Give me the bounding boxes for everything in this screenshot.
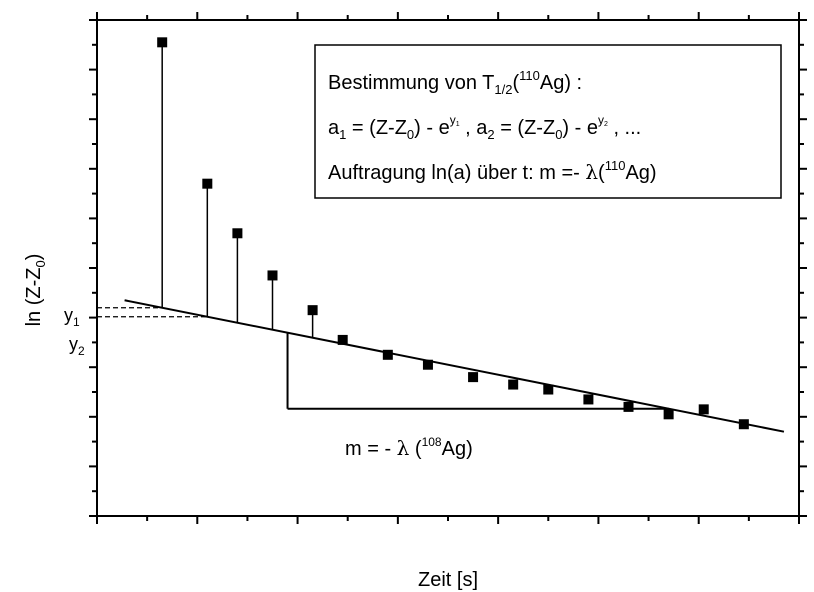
info-box-line-1: Bestimmung von T1/2(110Ag) :	[328, 68, 582, 97]
data-point	[583, 394, 594, 405]
y-axis-label: ln (Z-Z0)	[23, 254, 48, 327]
drop-lines	[161, 42, 314, 338]
data-point	[698, 404, 709, 415]
y1-label: y1	[64, 305, 80, 329]
axis-ticks	[89, 12, 807, 524]
x-axis-label: Zeit [s]	[418, 569, 478, 591]
data-point	[738, 419, 749, 430]
y2-label: y2	[69, 334, 85, 358]
extrapolation-lines	[97, 307, 208, 318]
data-point	[543, 384, 554, 395]
data-point	[623, 401, 634, 412]
data-point	[307, 305, 318, 316]
info-box-line-3: Auftragung ln(a) über t: m =- λ(110Ag)	[328, 158, 657, 184]
data-points	[157, 37, 749, 430]
data-point	[267, 270, 278, 281]
data-point	[337, 334, 348, 345]
data-point	[232, 228, 243, 239]
data-point	[382, 349, 393, 360]
data-point	[157, 37, 168, 48]
slope-triangle	[286, 332, 669, 410]
data-point	[663, 409, 674, 420]
data-point	[508, 379, 519, 390]
slope-annotation: m = - λ (108Ag)	[345, 435, 473, 460]
info-box-line-2: a1 = (Z-Z0) - ey1 , a2 = (Z-Z0) - ey2 , …	[328, 113, 641, 142]
fit-line	[124, 299, 785, 433]
data-point	[422, 359, 433, 370]
data-point	[202, 178, 213, 189]
info-box	[314, 44, 782, 199]
data-point	[468, 372, 479, 383]
